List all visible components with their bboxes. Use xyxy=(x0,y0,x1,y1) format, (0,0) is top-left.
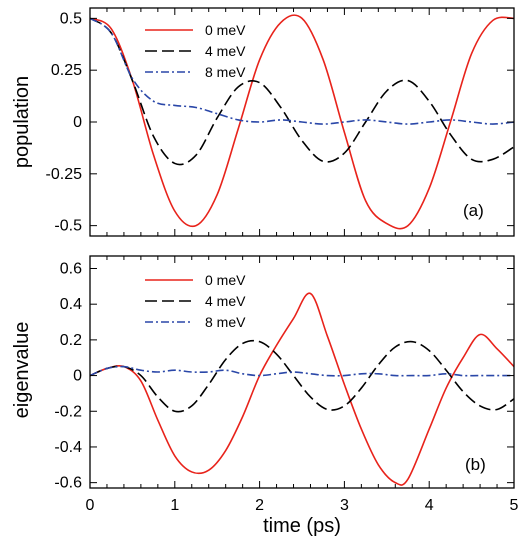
x-tick-label: 3 xyxy=(340,497,349,514)
y-tick-label: -0.25 xyxy=(46,166,83,183)
xlabel-b: time (ps) xyxy=(263,515,341,537)
panel-label-b: (b) xyxy=(465,455,486,474)
plot-area-b xyxy=(90,292,514,486)
legend-label: 0 meV xyxy=(205,272,246,288)
plot-frame-b xyxy=(89,255,515,489)
y-tick-label: 0.2 xyxy=(60,332,82,349)
ylabel-a: population xyxy=(11,76,33,168)
ticks-b: -0.6 -0.4 -0.2 0 0.2 0.4 0.6 0 1 2 3 4 5 xyxy=(54,256,519,514)
y-tick-label: -0.6 xyxy=(54,475,82,492)
series-line-8-mev xyxy=(90,365,514,377)
plot-area-a xyxy=(90,14,514,230)
x-tick-label: 4 xyxy=(425,497,434,514)
x-tick-label: 1 xyxy=(170,497,179,514)
y-tick-label: -0.5 xyxy=(54,218,82,235)
x-tick-label: 0 xyxy=(86,497,95,514)
legend-label: 8 meV xyxy=(205,314,246,330)
ticks-a: -0.5 -0.25 0 0.25 0.5 xyxy=(46,8,515,236)
series-line-0-mev xyxy=(90,292,514,486)
y-tick-label: 0.6 xyxy=(60,260,82,277)
x-tick-label: 5 xyxy=(510,497,519,514)
y-tick-label: 0 xyxy=(73,368,82,385)
panel-label-a: (a) xyxy=(463,201,484,220)
series-line-8-mev xyxy=(90,17,514,125)
legend-b: 0 meV 4 meV 8 meV xyxy=(145,272,246,330)
y-tick-label: 0.4 xyxy=(60,296,82,313)
y-tick-label: 0.5 xyxy=(60,10,82,27)
panel-b: -0.6-0.4-0.200.20.40.60 1 2 3 4 5 eigenvalue … xyxy=(11,255,519,537)
y-tick-label: -0.2 xyxy=(54,403,82,420)
series-line-4-mev xyxy=(90,17,514,166)
ylabel-b: eigenvalue xyxy=(11,322,33,419)
x-tick-label: 2 xyxy=(255,497,264,514)
legend-label: 8 meV xyxy=(205,64,246,80)
y-tick-label: 0.25 xyxy=(51,62,82,79)
series-line-4-mev xyxy=(90,339,514,413)
legend-label: 0 meV xyxy=(205,22,246,38)
y-tick-label: -0.4 xyxy=(54,439,82,456)
legend-label: 4 meV xyxy=(205,43,246,59)
y-tick-label: 0 xyxy=(73,114,82,131)
legend-label: 4 meV xyxy=(205,293,246,309)
series-line-0-mev xyxy=(90,14,514,230)
panel-a: -0.5 -0.25 0 0.25 0.5 population (a) 0 meV 4 … xyxy=(11,7,515,237)
legend-a: 0 meV 4 meV 8 meV xyxy=(145,22,246,80)
